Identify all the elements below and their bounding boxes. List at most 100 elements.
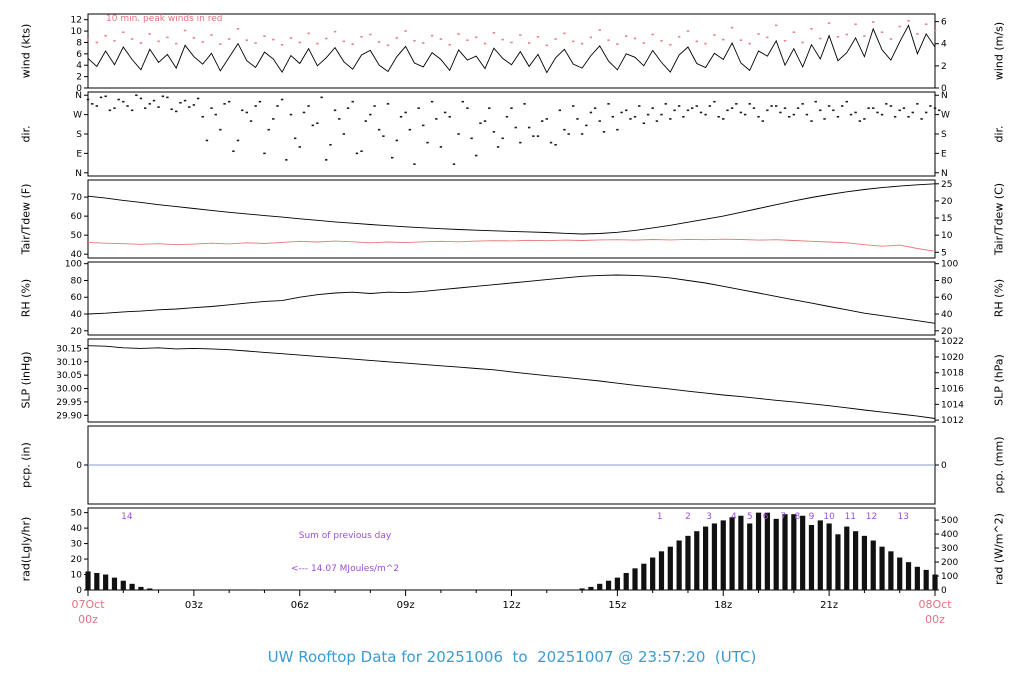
svg-text:15: 15 [941,214,952,224]
svg-text:20: 20 [71,327,83,337]
svg-text:0: 0 [76,84,82,94]
svg-text:10: 10 [823,512,835,522]
svg-text:6: 6 [763,512,769,522]
svg-text:40: 40 [941,310,953,320]
axis-label-temp-left: Tair/Tdew (F) [19,183,33,255]
axis-label-pcp-left: pcp. (in) [19,442,33,488]
axis-label-dir-left: dir. [19,125,33,143]
svg-text:12z: 12z [503,600,521,611]
svg-text:50: 50 [71,509,83,519]
svg-text:4: 4 [941,40,947,50]
svg-text:1018: 1018 [941,369,964,379]
axis-label-slp-left: SLP (inHg) [19,351,33,409]
svg-text:10: 10 [71,571,83,581]
svg-text:500: 500 [941,516,958,526]
svg-text:0: 0 [941,586,947,596]
svg-text:40: 40 [71,310,83,320]
svg-text:10: 10 [941,231,953,241]
svg-text:15z: 15z [608,600,626,611]
axis-label-rad-left: rad(Lgly/hr) [19,516,33,582]
figure-title: UW Rooftop Data for 20251006 to 20251007… [267,648,757,666]
svg-text:5: 5 [747,512,753,522]
svg-text:1022: 1022 [941,337,964,347]
svg-text:E: E [76,149,82,159]
axis-label-rh-right: RH (%) [992,278,1006,318]
svg-text:1016: 1016 [941,385,964,395]
svg-text:06z: 06z [291,600,309,611]
svg-text:30.00: 30.00 [56,385,82,395]
svg-text:08Oct: 08Oct [918,598,952,611]
svg-text:E: E [941,149,947,159]
svg-text:14: 14 [121,512,133,522]
svg-text:0: 0 [76,461,82,471]
svg-text:30.15: 30.15 [56,344,82,354]
svg-text:1014: 1014 [941,400,964,410]
svg-text:29.95: 29.95 [56,398,82,408]
axis-label-wind-left: wind (kts) [19,23,33,79]
svg-text:80: 80 [71,276,83,286]
svg-text:100: 100 [65,260,82,270]
axis-label-pcp-right: pcp. (mm) [992,436,1006,494]
svg-text:S: S [941,130,947,140]
svg-text:12: 12 [71,16,82,26]
axis-label-dir-right: dir. [992,125,1006,143]
svg-text:60: 60 [71,212,83,222]
svg-text:70: 70 [71,193,83,203]
svg-text:4: 4 [76,61,82,71]
svg-text:20: 20 [941,197,953,207]
svg-text:1: 1 [657,512,663,522]
svg-text:60: 60 [941,293,953,303]
axis-label-temp-right: Tair/Tdew (C) [992,182,1006,256]
svg-text:W: W [73,111,82,121]
svg-text:100: 100 [941,260,958,270]
svg-text:03z: 03z [185,600,203,611]
svg-text:30: 30 [71,540,83,550]
svg-text:40: 40 [71,250,83,260]
peak-winds-note: 10 min. peak winds in red [106,14,223,24]
svg-text:1020: 1020 [941,353,964,363]
svg-text:S: S [76,130,82,140]
svg-text:4: 4 [731,512,737,522]
svg-text:2: 2 [685,512,691,522]
svg-text:1012: 1012 [941,416,964,426]
svg-text:N: N [941,169,948,179]
svg-text:10: 10 [71,27,83,37]
svg-text:400: 400 [941,530,958,540]
svg-text:00z: 00z [78,613,98,626]
svg-text:00z: 00z [925,613,945,626]
svg-text:07Oct: 07Oct [71,598,105,611]
svg-text:N: N [941,91,948,101]
svg-text:29.90: 29.90 [56,411,82,421]
svg-text:8: 8 [76,38,82,48]
svg-text:25: 25 [941,180,952,190]
svg-text:13: 13 [898,512,909,522]
svg-text:80: 80 [941,276,953,286]
svg-text:18z: 18z [714,600,732,611]
radiation-sum-note: Sum of previous day <--- 14.07 MJoules/m… [240,509,450,597]
svg-text:300: 300 [941,544,958,554]
svg-text:2: 2 [76,73,82,83]
svg-text:6: 6 [76,50,82,60]
axis-label-rh-left: RH (%) [19,278,33,318]
radiation-sum-line2: <--- 14.07 MJoules/m^2 [290,564,400,574]
svg-text:0: 0 [76,586,82,596]
svg-text:30.10: 30.10 [56,358,82,368]
svg-text:9: 9 [809,512,815,522]
svg-text:50: 50 [71,231,83,241]
svg-text:0: 0 [941,461,947,471]
svg-text:20: 20 [71,555,83,565]
svg-text:3: 3 [706,512,712,522]
svg-text:60: 60 [71,293,83,303]
radiation-sum-line1: Sum of previous day [298,531,392,541]
axis-label-slp-right: SLP (hPa) [992,354,1006,406]
svg-text:30.05: 30.05 [56,371,82,381]
svg-text:200: 200 [941,558,958,568]
svg-text:09z: 09z [397,600,415,611]
svg-text:21z: 21z [820,600,838,611]
svg-text:40: 40 [71,524,83,534]
svg-text:6: 6 [941,18,947,28]
svg-text:2: 2 [941,62,947,72]
svg-text:8: 8 [794,512,800,522]
